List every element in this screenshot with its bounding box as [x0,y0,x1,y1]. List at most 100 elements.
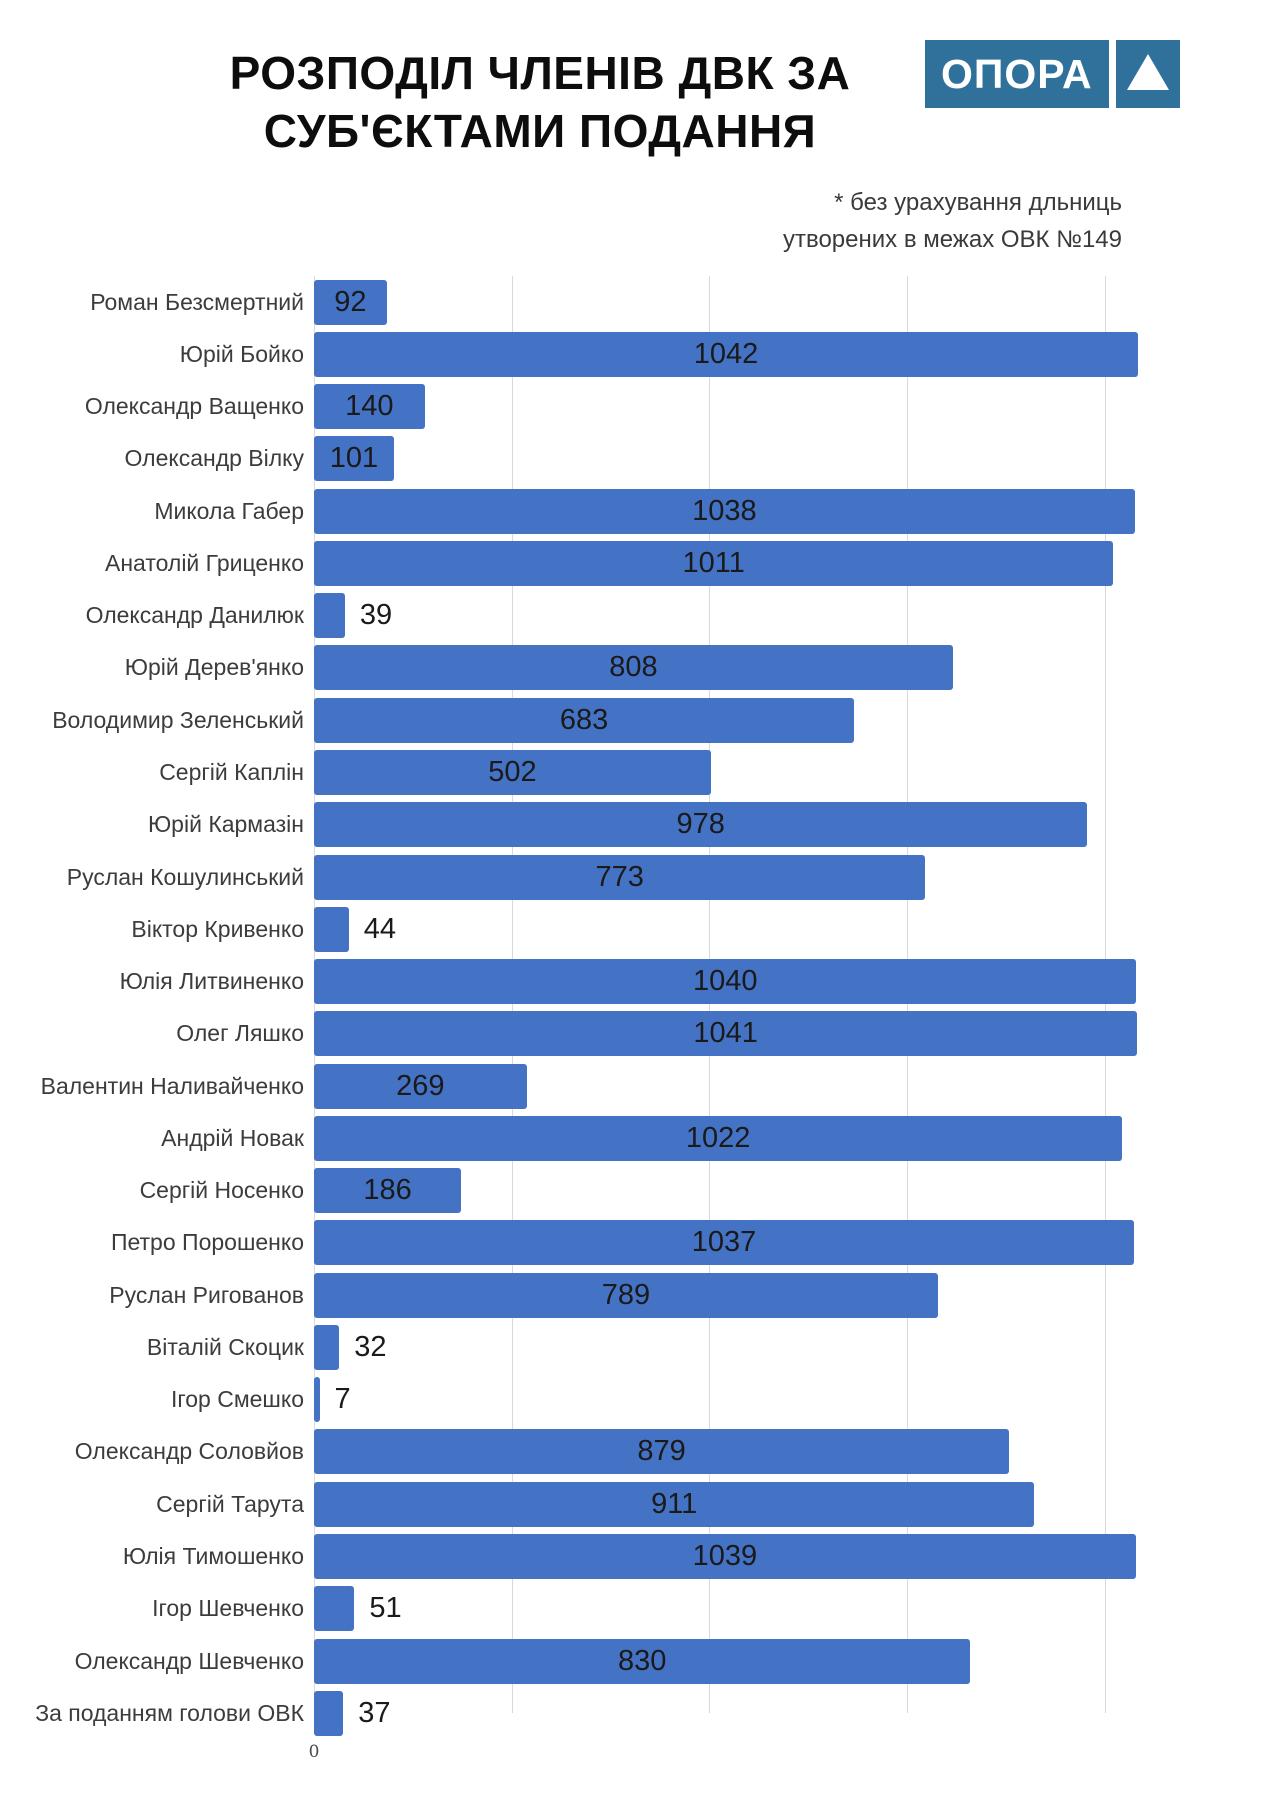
category-label: Олександр Соловйов [74,1438,304,1465]
bar-row: Валентин Наливайченко 269 [0,1060,1270,1112]
value-label: 502 [488,756,537,789]
bar-area: 186 [314,1168,1270,1214]
category-label: Микола Габер [154,497,304,524]
bar-chart: Роман Безсмертний 92 Юрій Бойко 1042 Олексан… [0,276,1270,1762]
value-label: 911 [651,1487,698,1520]
bar-row: Руслан Кошулинський 773 [0,851,1270,903]
category-label: Юрій Кармазін [147,811,304,838]
category-label: За поданням голови ОВК [35,1699,304,1726]
footnote-line1: * без урахування дльниць [834,189,1122,216]
bar: 1039 [314,1534,1136,1579]
bar-area: 1022 [314,1115,1270,1161]
bar-row: Ігор Шевченко 51 [0,1583,1270,1635]
bar: 683 [314,697,855,743]
category-label: Юлія Литвиненко [119,968,304,995]
category-label: Олег Ляшко [176,1020,304,1047]
bar-area: 140 [314,384,1270,430]
bar-row: Олександр Ващенко 140 [0,381,1270,433]
bar-row: Олександр Вілку 101 [0,433,1270,485]
triangle-icon [1126,54,1169,90]
value-label: 789 [601,1278,651,1311]
category-label: Олександр Данилюк [85,602,304,629]
value-label: 683 [559,703,609,736]
bar-area: 32 [314,1324,1270,1370]
bar-area: 502 [314,750,1270,796]
value-label: 32 [354,1330,387,1363]
category-label: Руслан Кошулинський [66,863,304,890]
value-label: 101 [329,442,379,475]
bar-area: 978 [314,802,1270,848]
chart-title-line1: РОЗПОДІЛ ЧЛЕНІВ ДВК ЗА [229,47,851,99]
bar-row: Олександр Соловйов 879 [0,1426,1270,1478]
opora-logo-wordmark: ОПОРА [925,40,1109,108]
bar: 1041 [314,1011,1138,1057]
bar-row: Сергій Каплін 502 [0,746,1270,798]
category-label: Олександр Ващенко [84,393,304,420]
value-label: 186 [363,1174,412,1207]
category-label: Роман Безсмертний [90,288,304,315]
bar [314,1586,355,1632]
opora-logo-triangle-box [1115,40,1180,108]
bar: 1022 [314,1115,1123,1161]
bar [314,1377,320,1423]
bar-row: Петро Порошенко 1037 [0,1217,1270,1269]
bar-row: Віктор Кривенко 44 [0,903,1270,955]
bar-row: Микола Габер 1038 [0,485,1270,537]
bar-row: Роман Безсмертний 92 [0,276,1270,328]
bar: 789 [314,1272,938,1318]
bar-row: Юлія Литвиненко 1040 [0,955,1270,1007]
bar-row: Андрій Новак 1022 [0,1112,1270,1164]
bar: 140 [314,384,425,430]
category-label: Юрій Дерев'янко [124,654,304,681]
bar [314,1324,340,1370]
bar-row: За поданням голови ОВК 37 [0,1687,1270,1739]
bar-row: Олександр Шевченко 830 [0,1635,1270,1687]
bar-row: Юрій Кармазін 978 [0,799,1270,851]
bar: 1037 [314,1220,1135,1266]
category-label: Сергій Носенко [139,1177,304,1204]
bar-row: Юлія Тимошенко 1039 [0,1530,1270,1582]
bar-rows: Роман Безсмертний 92 Юрій Бойко 1042 Олексан… [0,276,1270,1739]
bar-row: Руслан Ригованов 789 [0,1269,1270,1321]
value-label: 1011 [682,546,745,579]
value-label: 1022 [685,1121,751,1154]
bar-area: 101 [314,436,1270,482]
bar-area: 808 [314,645,1270,691]
category-label: Юрій Бойко [179,340,304,367]
chart-title-line2: СУБ'ЄКТАМИ ПОДАННЯ [263,105,817,157]
opora-logo: ОПОРА [925,40,1180,108]
bar-area: 911 [314,1481,1270,1527]
category-label: Ігор Смешко [170,1386,304,1413]
chart-title: РОЗПОДІЛ ЧЛЕНІВ ДВК ЗА СУБ'ЄКТАМИ ПОДАНН… [140,44,940,160]
bar-area: 879 [314,1429,1270,1475]
bar-row: Юрій Дерев'янко 808 [0,642,1270,694]
value-label: 269 [396,1069,445,1102]
value-label: 879 [637,1435,686,1468]
bar [314,593,345,639]
bar-row: Анатолій Гриценко 1011 [0,537,1270,589]
category-label: Петро Порошенко [110,1229,304,1256]
bar-area: 1038 [314,488,1270,534]
bar: 911 [314,1481,1035,1527]
bar-row: Віталій Скоцик 32 [0,1321,1270,1373]
bar: 830 [314,1638,971,1684]
category-label: Віктор Кривенко [131,915,304,942]
bar-area: 92 [314,279,1270,325]
bar-row: Сергій Носенко 186 [0,1165,1270,1217]
value-label: 1037 [691,1226,757,1259]
bar-area: 39 [314,593,1270,639]
value-label: 1041 [693,1017,758,1050]
bar: 978 [314,802,1088,848]
bar: 1042 [314,331,1138,377]
bar [314,1690,344,1736]
bar-area: 37 [314,1690,1270,1736]
value-label: 773 [595,860,644,893]
bar-area: 1041 [314,1011,1270,1057]
value-label: 808 [609,651,658,684]
bar-row: Володимир Зеленський 683 [0,694,1270,746]
bar-area: 51 [314,1586,1270,1632]
value-label: 44 [363,912,397,945]
bar: 92 [314,279,387,325]
value-label: 39 [359,599,393,632]
bar: 808 [314,645,953,691]
